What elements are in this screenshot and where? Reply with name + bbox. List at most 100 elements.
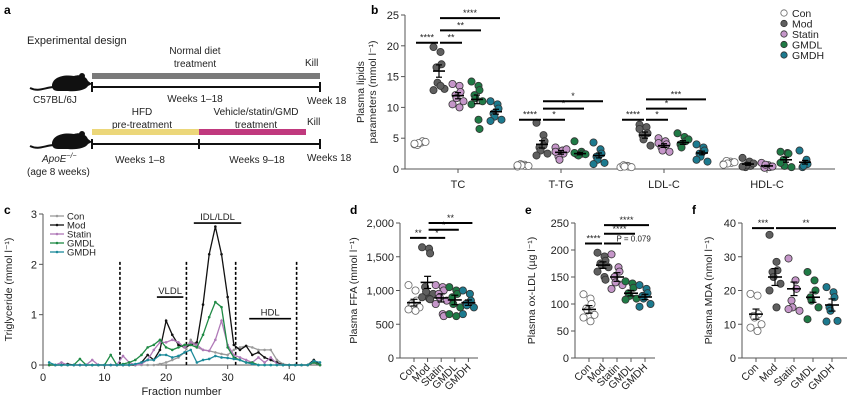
data-point — [750, 313, 759, 322]
data-point — [791, 276, 800, 285]
mouse-icon — [29, 131, 92, 150]
series-marker — [250, 353, 254, 357]
series-marker — [214, 338, 217, 342]
data-point — [807, 296, 816, 305]
series-marker — [226, 346, 229, 349]
series-marker — [170, 358, 174, 362]
x-axis-label: Fraction number — [141, 386, 221, 398]
panel-label-e: e — [525, 203, 532, 217]
legend-label: Statin — [67, 230, 91, 241]
series-marker — [220, 305, 223, 309]
legend-marker — [55, 250, 59, 254]
data-point — [497, 115, 506, 124]
series-marker — [220, 319, 223, 323]
series-marker — [158, 338, 162, 342]
y-axis-label: parameters (mmol l⁻¹) — [367, 41, 379, 144]
data-point — [787, 296, 796, 305]
data-point — [579, 313, 588, 322]
significance-label: ** — [415, 228, 423, 238]
data-point — [787, 163, 796, 172]
series-marker — [257, 348, 260, 352]
series-marker — [164, 361, 168, 364]
y-tick-label: 150 — [551, 272, 569, 284]
legend-label: Con — [792, 8, 811, 20]
data-point — [719, 160, 728, 169]
week-18-label-1: Week 18 — [307, 96, 347, 107]
series-marker — [275, 363, 279, 367]
x-tick-label: 20 — [160, 372, 172, 384]
data-point — [803, 315, 812, 324]
data-point — [753, 326, 762, 335]
series-marker — [146, 358, 149, 362]
y-tick-label: 250 — [551, 218, 569, 230]
panel-c: c 0 1 2 3 Triglyceride (mmol l⁻¹) 0 10 20 30 40 Fra… — [3, 203, 322, 398]
data-point — [776, 147, 785, 156]
series-marker — [195, 361, 199, 364]
series-marker — [263, 356, 266, 359]
series-marker — [97, 363, 100, 367]
y-tick-label: 0 — [730, 353, 736, 365]
y-tick-label: 20 — [724, 286, 736, 298]
x-tick-label: 30 — [222, 372, 234, 384]
data-point — [607, 250, 616, 259]
mouse-strain-label-1: C57BL/6J — [33, 95, 77, 106]
series-marker — [90, 358, 94, 362]
series-marker — [170, 356, 174, 359]
series-marker — [257, 356, 260, 359]
data-point — [589, 138, 598, 147]
series-marker — [281, 363, 285, 367]
data-point — [776, 279, 785, 288]
series-marker — [84, 363, 88, 367]
data-point — [590, 310, 599, 319]
legend-label: Con — [67, 212, 84, 223]
y-axis-label: Triglyceride (mmol l⁻¹) — [3, 238, 15, 342]
y-axis-label: Plasma ox-LDL (µg l⁻¹) — [526, 237, 538, 344]
y-axis-label: Plasma lipids — [355, 61, 367, 123]
y-tick-label: 10 — [724, 319, 736, 331]
series-marker — [201, 303, 205, 306]
significance-label: * — [552, 110, 556, 120]
data-point — [411, 306, 420, 315]
data-point — [475, 86, 484, 95]
series-marker — [60, 361, 63, 364]
series-marker — [183, 351, 186, 354]
significance-label: * — [571, 91, 575, 101]
data-point — [593, 267, 602, 276]
data-point — [822, 283, 831, 292]
y-tick-label: 1,000 — [366, 286, 394, 298]
series-marker — [90, 363, 94, 367]
data-point — [426, 295, 435, 304]
panel-label-b: b — [371, 3, 378, 17]
series-marker — [183, 346, 186, 349]
y-axis-label: Plasma FFA (mmol l⁻¹) — [348, 237, 360, 343]
data-point — [465, 289, 474, 298]
series-marker — [220, 356, 223, 359]
series-marker — [257, 363, 260, 367]
series-marker — [152, 348, 156, 352]
panel-b: b 0 5 10 15 20 25 Plasma lipids parameters (mmol… — [355, 3, 835, 191]
legend-label: GMDL — [67, 239, 94, 250]
experimental-design-title: Experimental design — [27, 35, 127, 47]
series-marker — [257, 351, 260, 354]
data-point — [600, 158, 609, 167]
series-marker — [158, 341, 162, 344]
series-marker — [238, 348, 242, 352]
data-point — [449, 299, 458, 308]
legend-label: GMDH — [792, 50, 824, 62]
series-marker — [177, 354, 180, 358]
series-marker — [238, 356, 242, 359]
series-marker — [158, 362, 162, 366]
data-point — [753, 291, 762, 300]
data-point — [589, 160, 598, 169]
data-point — [429, 43, 438, 52]
normal-diet-label: Normal diet — [169, 46, 220, 57]
y-tick-label: 1,500 — [366, 252, 394, 264]
data-point — [692, 140, 701, 149]
legend-label: Mod — [67, 221, 85, 232]
region-label: VLDL — [158, 286, 182, 297]
series-marker — [127, 363, 131, 367]
series-marker — [318, 363, 322, 367]
series-marker — [214, 300, 217, 304]
